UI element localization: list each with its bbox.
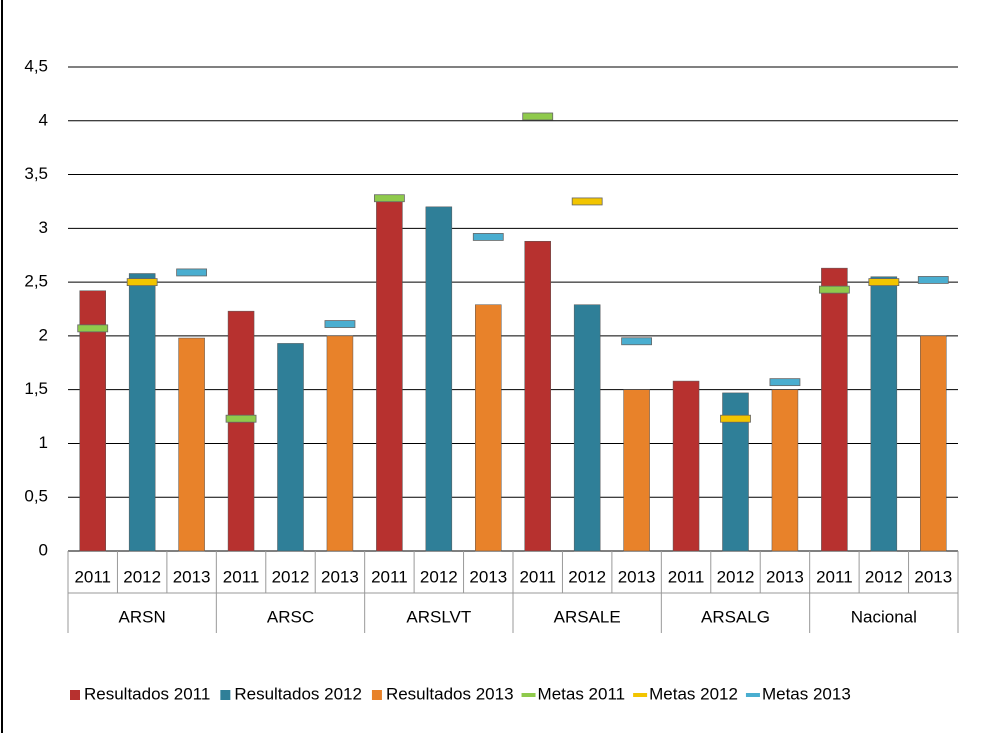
bar: [376, 199, 403, 552]
x-tick-label: 2012: [420, 567, 458, 586]
bar: [524, 240, 551, 552]
x-tick-label: 2012: [568, 567, 606, 586]
bar: [475, 304, 502, 552]
legend-label: Metas 2013: [762, 684, 851, 703]
bar: [870, 276, 898, 552]
legend-label: Resultados 2012: [234, 684, 362, 703]
legend-swatch: [70, 690, 80, 700]
legend-label: Metas 2012: [649, 684, 738, 703]
target-marker: [176, 268, 208, 277]
bar: [128, 273, 156, 552]
bar: [79, 290, 106, 552]
y-tick-label: 1,5: [24, 379, 48, 398]
bar: [573, 304, 601, 552]
y-tick-label: 4,5: [24, 56, 48, 75]
target-marker: [324, 320, 356, 328]
y-tick-label: 4: [39, 110, 48, 129]
x-tick-label: 2013: [914, 567, 952, 586]
y-tick-label: 2,5: [24, 272, 48, 291]
target-marker: [720, 414, 751, 423]
y-tick-label: 0: [39, 540, 48, 559]
x-tick-label: 2012: [123, 567, 161, 586]
y-tick-label: 2: [39, 325, 48, 344]
legend-label: Resultados 2011: [84, 684, 210, 703]
legend-swatch: [745, 693, 760, 697]
target-marker: [868, 278, 900, 287]
x-tick-label: 2011: [74, 567, 111, 586]
bar: [178, 337, 205, 552]
x-tick-label: 2013: [321, 567, 359, 586]
y-tick-label: 1: [39, 433, 48, 452]
x-tick-label: 2012: [865, 567, 903, 586]
x-tick-label: 2011: [371, 567, 408, 586]
y-tick-label: 3,5: [24, 164, 48, 183]
legend-label: Resultados 2013: [386, 684, 514, 703]
target-marker: [77, 324, 109, 333]
target-marker: [225, 414, 257, 423]
target-marker: [571, 197, 603, 206]
bar: [227, 310, 255, 552]
x-tick-label: 2013: [469, 567, 507, 586]
group-label: ARSALG: [701, 607, 770, 626]
target-marker: [472, 233, 504, 241]
target-marker: [621, 337, 653, 346]
bar: [771, 389, 799, 552]
x-tick-label: 2011: [519, 567, 556, 586]
group-label: ARSC: [267, 607, 314, 626]
x-tick-label: 2012: [272, 567, 310, 586]
target-marker: [126, 278, 158, 287]
group-label: ARSALE: [554, 607, 621, 626]
legend-swatch: [633, 693, 648, 697]
target-marker: [818, 285, 850, 294]
target-marker: [522, 112, 554, 121]
group-label: Nacional: [851, 607, 917, 626]
x-tick-label: 2012: [717, 567, 755, 586]
x-tick-label: 2011: [668, 567, 705, 586]
legend-swatch: [220, 690, 231, 700]
x-tick-label: 2011: [223, 567, 260, 586]
bar: [920, 335, 947, 552]
legend-label: Metas 2011: [538, 684, 626, 703]
x-tick-label: 2013: [766, 567, 804, 586]
group-label: ARSLVT: [406, 607, 471, 626]
x-tick-label: 2011: [816, 567, 853, 586]
y-tick-label: 3: [39, 218, 48, 237]
bar: [326, 335, 354, 552]
bar: [425, 206, 453, 552]
x-tick-label: 2013: [618, 567, 656, 586]
target-marker: [769, 378, 801, 387]
legend-swatch: [521, 693, 536, 697]
bar: [623, 389, 650, 552]
x-tick-label: 2013: [173, 567, 211, 586]
bar: [672, 380, 700, 552]
bar: [821, 267, 848, 552]
legend-swatch: [371, 690, 382, 700]
y-tick-label: 0,5: [24, 487, 48, 506]
target-marker: [373, 194, 405, 203]
group-label: ARSN: [119, 607, 166, 626]
bar: [277, 343, 304, 552]
target-marker: [917, 276, 949, 284]
